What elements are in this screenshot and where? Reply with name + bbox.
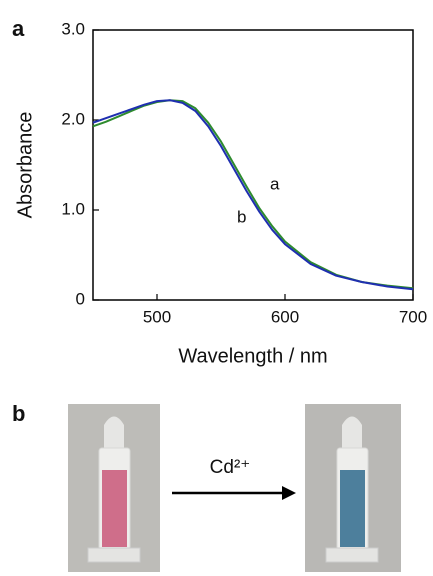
y-tick-label: 0 — [76, 289, 85, 308]
x-tick-label: 700 — [399, 307, 427, 326]
x-tick-label: 500 — [143, 307, 171, 326]
series-label: a — [270, 174, 280, 193]
y-tick-label: 2.0 — [61, 109, 85, 128]
reagent-label: Cd²⁺ — [210, 457, 251, 478]
y-tick-label: 1.0 — [61, 199, 85, 218]
photo-after — [305, 404, 401, 572]
y-tick-label: 3.0 — [61, 19, 85, 38]
series-line — [92, 99, 414, 290]
series-label: b — [237, 207, 246, 226]
x-tick-label: 600 — [271, 307, 299, 326]
panel-label: a — [12, 16, 25, 41]
x-axis-label: Wavelength / nm — [178, 345, 327, 367]
panel-label: b — [12, 401, 25, 426]
plot-frame — [92, 29, 414, 301]
arrow-head — [282, 486, 296, 500]
photo-before — [68, 404, 160, 572]
series-line — [92, 99, 414, 291]
y-axis-label: Absorbance — [14, 112, 36, 219]
